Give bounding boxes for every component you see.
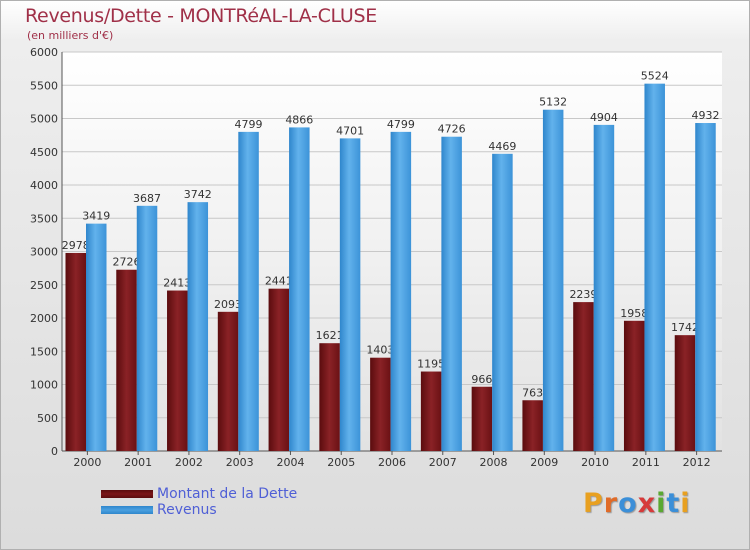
bar-debt [471,386,493,451]
x-tick-label: 2008 [480,456,508,469]
bar-debt [420,371,442,451]
data-label-revenue: 3742 [184,188,212,201]
data-label-revenue: 3687 [133,192,161,205]
x-tick-label: 2001 [124,456,152,469]
bar-revenue [187,202,209,451]
y-tick-label: 3500 [30,212,58,225]
data-label-revenue: 4904 [590,111,618,124]
x-tick-label: 2002 [175,456,203,469]
bar-revenue [695,123,716,451]
x-tick-label: 2005 [327,456,355,469]
data-label-debt: 763 [522,386,543,399]
data-label-revenue: 4799 [387,118,415,131]
data-label-revenue: 4866 [285,113,313,126]
y-tick-label: 0 [51,445,58,458]
logo-letter: x [637,488,657,519]
bar-revenue [339,138,361,452]
y-tick-label: 4000 [30,179,58,192]
bar-debt [116,269,137,451]
y-tick-label: 500 [37,412,58,425]
bar-revenue [86,223,107,451]
x-tick-label: 2007 [429,456,457,469]
data-label-debt: 2726 [113,256,141,269]
logo-letter: P [583,488,604,519]
bar-revenue [441,136,462,451]
x-tick-label: 2006 [378,456,406,469]
bar-revenue [238,131,259,451]
chart-title: Revenus/Dette - MONTRéAL-LA-CLUSE [25,5,377,27]
data-label-debt: 1195 [417,358,445,371]
legend-label-debt: Montant de la Dette [157,486,298,502]
y-tick-label: 4500 [30,146,58,159]
bar-debt [623,320,645,451]
data-label-debt: 2413 [163,277,191,290]
bar-revenue [593,124,615,451]
x-tick-label: 2000 [73,456,101,469]
bar-debt [319,343,340,451]
data-label-revenue: 5132 [539,96,567,109]
legend-label-revenue: Revenus [157,502,217,518]
bar-revenue [542,109,564,452]
bar-debt [65,252,86,451]
data-label-revenue: 4469 [488,140,516,153]
legend-swatch-debt [101,490,153,498]
bar-debt [522,400,543,451]
data-label-debt: 1742 [671,321,699,334]
data-label-revenue: 4932 [691,109,719,122]
y-tick-label: 2000 [30,312,58,325]
bar-debt [217,311,239,451]
data-label-debt: 1621 [316,329,344,342]
bar-revenue [492,153,513,451]
x-tick-label: 2009 [530,456,558,469]
data-label-debt: 2239 [569,288,597,301]
bar-revenue [289,127,310,451]
bar-debt [167,290,188,451]
bar-revenue [390,131,412,451]
data-label-debt: 966 [471,373,492,386]
y-tick-label: 1500 [30,345,58,358]
data-label-debt: 2093 [214,298,242,311]
y-tick-label: 5500 [30,79,58,92]
x-tick-label: 2010 [581,456,609,469]
data-label-debt: 1958 [620,307,648,320]
chart-subtitle: (en milliers d'€) [27,29,114,42]
bar-debt [674,335,696,451]
logo-letter: i [680,488,691,519]
logo-letter: i [656,488,667,519]
data-label-revenue: 4799 [235,118,263,131]
bar-debt [370,357,391,451]
y-tick-label: 1000 [30,379,58,392]
data-label-revenue: 3419 [82,210,110,223]
logo-letter: t [666,488,681,519]
proxiti-logo: Proxiti [583,488,691,519]
data-label-debt: 1403 [366,344,394,357]
bar-revenue [644,83,665,452]
data-label-debt: 2978 [62,239,90,252]
data-label-revenue: 4701 [336,124,364,137]
data-label-revenue: 5524 [641,70,669,83]
bar-debt [268,288,290,451]
x-tick-label: 2004 [276,456,304,469]
y-tick-label: 6000 [30,46,58,59]
y-tick-label: 3000 [30,246,58,259]
data-label-debt: 2441 [265,275,293,288]
y-tick-label: 5000 [30,113,58,126]
bar-revenue [136,205,158,451]
legend-swatch-revenue [101,506,153,514]
data-label-revenue: 4726 [438,123,466,136]
y-tick-label: 2500 [30,279,58,292]
logo-letter: o [618,488,638,519]
x-tick-label: 2011 [632,456,660,469]
x-tick-label: 2003 [226,456,254,469]
logo-letter: r [603,488,619,519]
bar-debt [573,302,594,451]
x-tick-label: 2012 [683,456,711,469]
